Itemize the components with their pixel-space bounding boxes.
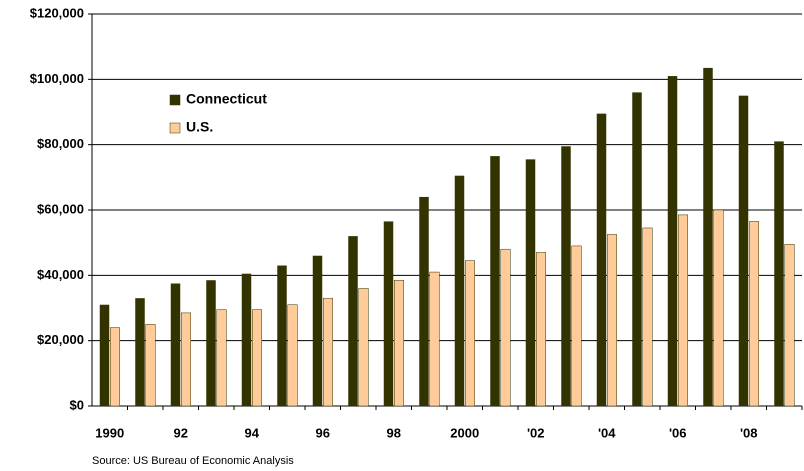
x-tick-label: 1990 <box>95 425 124 440</box>
x-tick-label: '06 <box>669 425 687 440</box>
bar <box>454 175 465 406</box>
bar <box>667 76 678 407</box>
bar <box>216 309 227 407</box>
x-tick-label: 98 <box>387 425 401 440</box>
bar <box>287 304 298 407</box>
bar <box>170 283 181 406</box>
y-tick-label: $120,000 <box>30 5 84 20</box>
bar <box>383 221 394 406</box>
bar <box>110 327 120 407</box>
bar <box>241 273 252 406</box>
bar <box>348 236 358 406</box>
bar <box>536 252 546 407</box>
bar <box>713 209 724 407</box>
x-tick-label: '08 <box>740 425 758 440</box>
y-tick-label: $80,000 <box>37 136 84 151</box>
bar <box>465 260 475 407</box>
bar <box>135 298 145 406</box>
legend-box <box>162 84 298 138</box>
bar <box>571 245 582 407</box>
legend-label: Connecticut <box>186 91 267 107</box>
bar <box>596 113 607 406</box>
x-tick-label: 96 <box>316 425 330 440</box>
bar <box>394 279 404 407</box>
x-tick-label: 94 <box>245 425 260 440</box>
bar <box>358 288 369 407</box>
bar <box>99 304 110 406</box>
bar <box>784 244 795 407</box>
y-tick-label: $60,000 <box>37 201 84 216</box>
bar <box>181 312 191 407</box>
bar <box>490 156 500 406</box>
bar <box>419 196 429 406</box>
bar <box>642 227 653 407</box>
bar <box>632 92 642 407</box>
bar <box>749 221 759 407</box>
y-tick-label: $0 <box>70 397 84 412</box>
bar <box>774 141 784 406</box>
bar <box>206 280 216 406</box>
y-tick-label: $100,000 <box>30 71 84 86</box>
bar <box>678 214 688 407</box>
bar <box>252 309 262 407</box>
x-tick-label: '02 <box>527 425 545 440</box>
x-tick-label: 2000 <box>450 425 479 440</box>
legend-label: U.S. <box>186 119 213 135</box>
bar <box>738 95 749 407</box>
bar <box>429 271 440 407</box>
bar <box>703 67 713 407</box>
y-tick-label: $40,000 <box>37 267 84 282</box>
legend-swatch <box>169 94 181 106</box>
source-note: Source: US Bureau of Economic Analysis <box>92 455 294 467</box>
x-tick-label: 92 <box>174 425 188 440</box>
bar <box>561 146 571 407</box>
legend-swatch <box>169 122 181 134</box>
bar <box>323 297 333 407</box>
bar <box>607 234 617 407</box>
x-tick-label: '04 <box>598 425 616 440</box>
bar <box>525 159 536 406</box>
y-tick-label: $20,000 <box>37 332 84 347</box>
bar <box>277 265 287 406</box>
bar <box>500 248 511 407</box>
bar <box>145 324 156 407</box>
bar <box>312 255 323 406</box>
